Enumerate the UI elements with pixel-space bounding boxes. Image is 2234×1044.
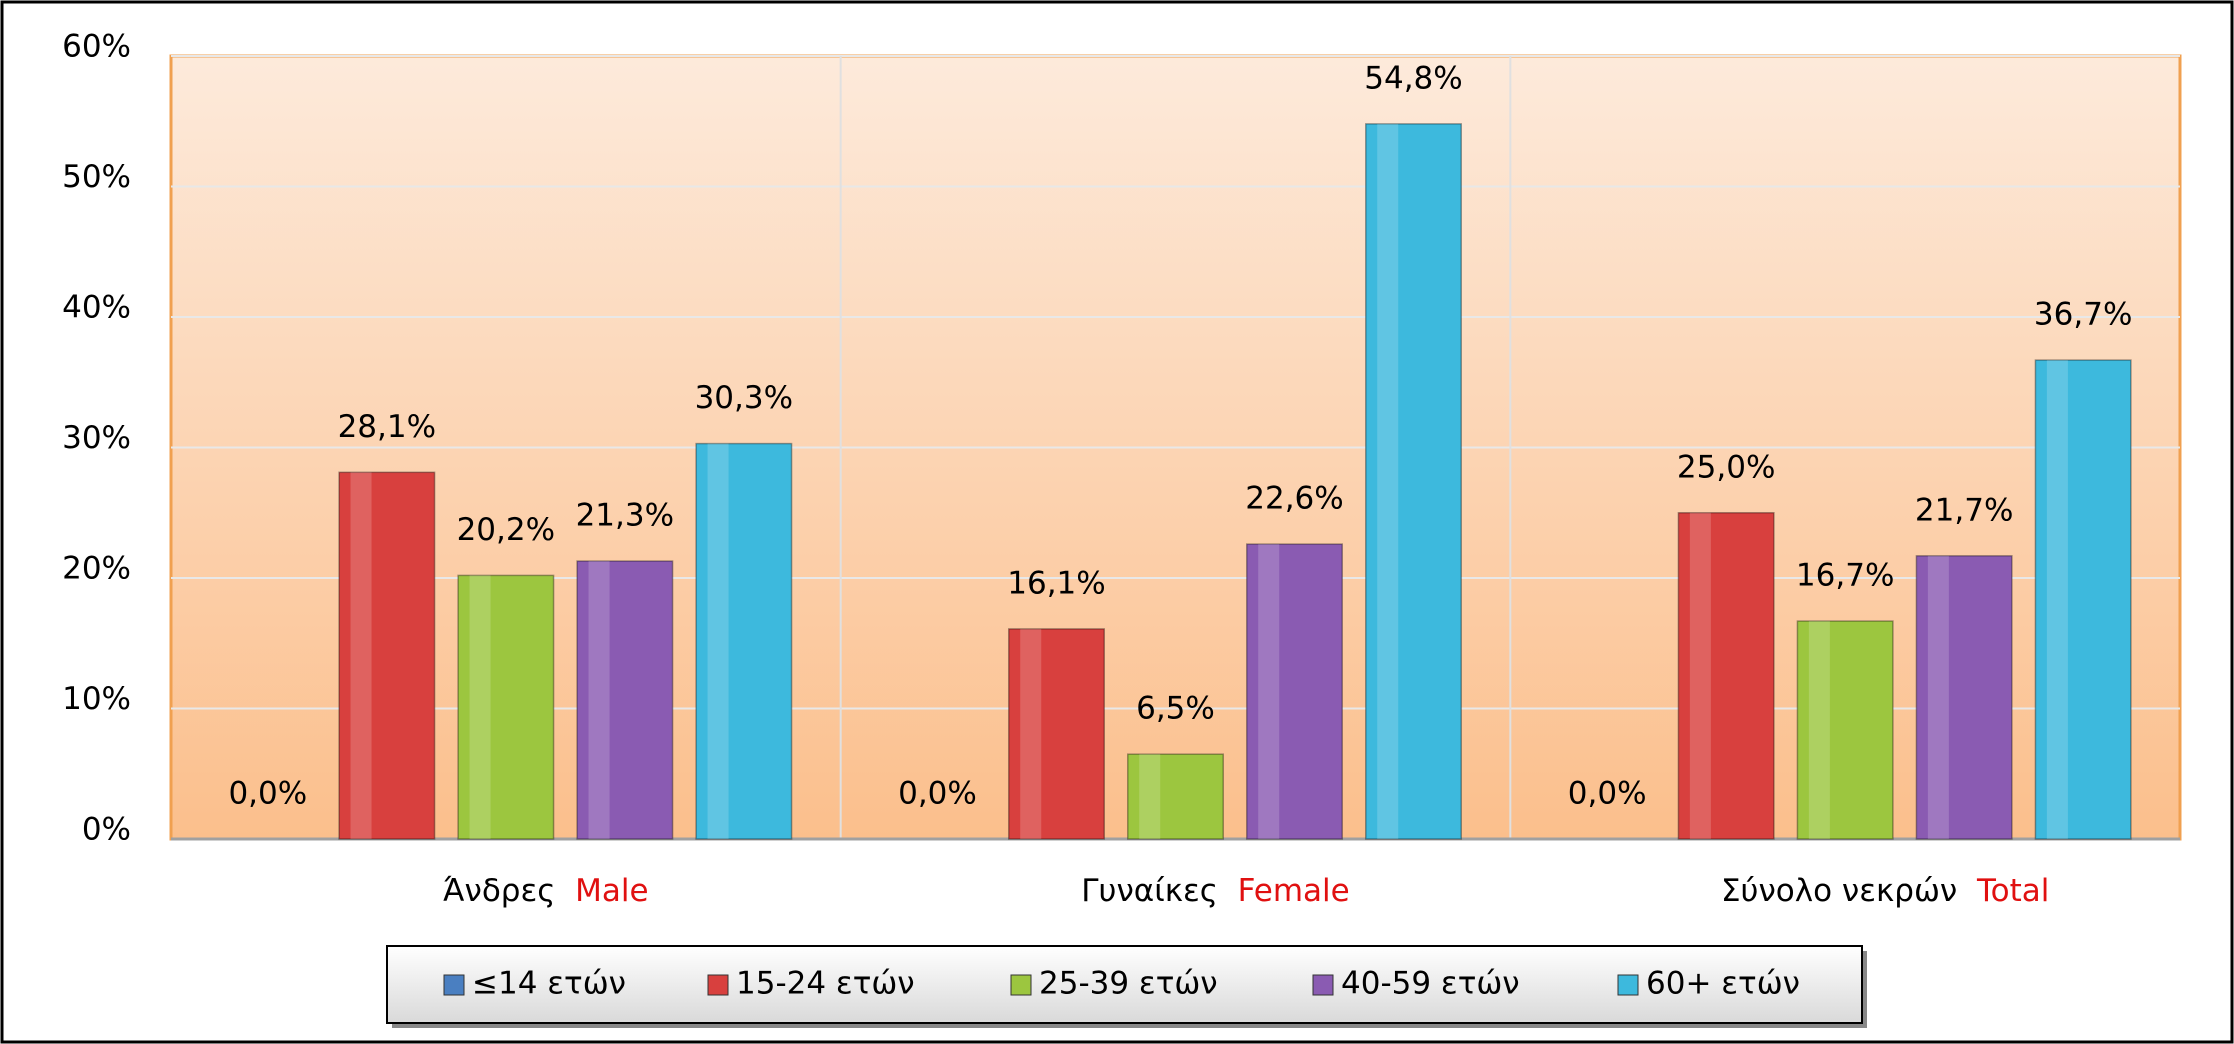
data-label: 28,1%: [338, 409, 436, 445]
bar-highlight: [350, 472, 372, 839]
bar: [576, 560, 674, 840]
bar-highlight: [1689, 512, 1711, 839]
y-tick-label: 40%: [62, 290, 131, 326]
legend-swatch: [1617, 974, 1639, 996]
data-label: 30,3%: [695, 380, 793, 416]
bar-highlight: [1258, 544, 1280, 839]
y-tick-label: 60%: [62, 29, 131, 65]
legend-label: ≤14 ετών: [472, 966, 626, 1002]
bar-highlight: [707, 443, 729, 839]
data-label: 6,5%: [1136, 691, 1215, 727]
legend-swatch: [443, 974, 465, 996]
category-name: Γυναίκες: [1081, 873, 1218, 909]
legend-swatch: [1010, 974, 1032, 996]
data-label: 54,8%: [1364, 60, 1462, 96]
bar: [1246, 543, 1343, 840]
y-tick-label: 20%: [62, 551, 131, 587]
data-label: 0,0%: [228, 776, 307, 812]
bar-highlight: [469, 575, 491, 839]
data-label: 20,2%: [457, 512, 555, 548]
x-tick-label: Γυναίκες Female: [1081, 873, 1349, 909]
y-tick-label: 0%: [82, 812, 131, 848]
bar-highlight: [1377, 123, 1399, 840]
bar: [695, 442, 793, 840]
category-name: Άνδρες: [443, 873, 555, 909]
bar: [1008, 628, 1105, 840]
bar: [1127, 753, 1224, 840]
bar-highlight: [1139, 754, 1161, 839]
legend-box: [386, 945, 1863, 1024]
x-tick-label: Σύνολο νεκρών Total: [1721, 873, 2049, 909]
bar: [1796, 620, 1894, 840]
legend-swatch: [707, 974, 729, 996]
legend-label: 25-39 ετών: [1039, 966, 1218, 1002]
bar: [1365, 123, 1462, 840]
category-name: Σύνολο νεκρών: [1721, 873, 1957, 909]
bar: [2034, 359, 2132, 840]
bar-highlight: [1020, 628, 1042, 839]
data-label: 0,0%: [1568, 776, 1647, 812]
data-label: 0,0%: [898, 776, 977, 812]
bar: [338, 471, 436, 840]
x-tick-label: Άνδρες Male: [443, 873, 649, 909]
bar-highlight: [1808, 621, 1830, 839]
bar-highlight: [1927, 555, 1949, 839]
data-label: 22,6%: [1245, 481, 1343, 517]
bar: [457, 574, 555, 840]
data-label: 21,7%: [1915, 492, 2013, 528]
data-label: 16,7%: [1796, 558, 1894, 594]
category-translation: Total: [1976, 873, 2049, 909]
category-translation: Female: [1238, 873, 1350, 909]
data-label: 16,1%: [1007, 565, 1105, 601]
y-tick-label: 50%: [62, 159, 131, 195]
legend-swatch: [1312, 974, 1334, 996]
data-label: 25,0%: [1677, 449, 1775, 485]
data-label: 21,3%: [576, 498, 674, 534]
legend-label: 15-24 ετών: [736, 966, 915, 1002]
bar: [1915, 555, 2013, 840]
bar: [1677, 512, 1775, 840]
legend-label: 40-59 ετών: [1341, 966, 1520, 1002]
category-translation: Male: [575, 873, 648, 909]
y-tick-label: 10%: [62, 681, 131, 717]
y-tick-label: 30%: [62, 420, 131, 456]
legend-label: 60+ ετών: [1646, 966, 1800, 1002]
bar-highlight: [588, 561, 610, 839]
data-label: 36,7%: [2034, 297, 2132, 333]
bar-highlight: [2046, 360, 2068, 839]
